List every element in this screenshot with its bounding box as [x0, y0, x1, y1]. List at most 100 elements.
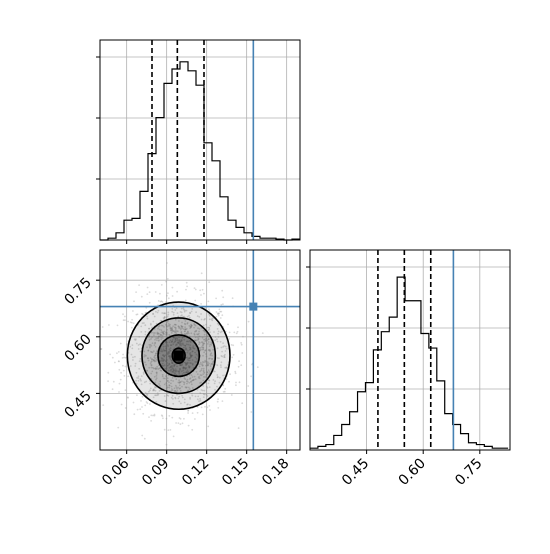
- scatter-point: [200, 346, 203, 348]
- scatter-point: [171, 371, 174, 373]
- scatter-point: [205, 374, 208, 376]
- scatter-point: [209, 343, 212, 346]
- scatter-point: [199, 374, 202, 376]
- scatter-point: [176, 312, 179, 314]
- scatter-point: [120, 403, 123, 406]
- scatter-point: [160, 331, 163, 334]
- scatter-point: [158, 390, 161, 392]
- scatter-point: [102, 404, 105, 406]
- scatter-point: [211, 358, 213, 360]
- scatter-point: [216, 376, 219, 379]
- scatter-point: [171, 340, 173, 343]
- scatter-point: [147, 349, 150, 352]
- scatter-point: [208, 327, 211, 329]
- scatter-point: [216, 357, 219, 359]
- scatter-point: [170, 385, 173, 388]
- scatter-point: [164, 340, 167, 343]
- scatter-point: [163, 317, 166, 320]
- scatter-point: [174, 326, 177, 329]
- scatter-point: [187, 410, 190, 412]
- scatter-point: [193, 332, 196, 335]
- scatter-point: [134, 362, 137, 365]
- scatter-point: [144, 333, 147, 336]
- scatter-point: [198, 335, 201, 338]
- scatter-point: [211, 358, 214, 360]
- scatter-point: [167, 355, 170, 357]
- scatter-point: [180, 307, 183, 310]
- scatter-point: [156, 311, 159, 314]
- scatter-point: [148, 343, 151, 346]
- scatter-point: [195, 361, 198, 363]
- scatter-point: [165, 333, 168, 336]
- scatter-point: [189, 396, 192, 399]
- scatter-point: [155, 350, 158, 353]
- scatter-point: [189, 378, 191, 380]
- scatter-point: [159, 350, 161, 352]
- scatter-point: [159, 333, 162, 336]
- scatter-point: [202, 346, 205, 349]
- scatter-point: [198, 342, 201, 344]
- scatter-point: [203, 318, 206, 321]
- scatter-point: [188, 357, 191, 360]
- scatter-point: [150, 323, 152, 326]
- scatter-point: [117, 360, 120, 362]
- scatter-point: [164, 316, 166, 319]
- scatter-point: [155, 368, 158, 371]
- scatter-point: [182, 307, 185, 309]
- scatter-point: [189, 351, 192, 354]
- scatter-point: [148, 334, 151, 337]
- scatter-point: [172, 336, 175, 339]
- scatter-point: [119, 342, 122, 345]
- scatter-point: [187, 424, 190, 427]
- scatter-point: [168, 355, 171, 358]
- scatter-point: [174, 318, 177, 321]
- scatter-point: [216, 322, 219, 325]
- scatter-point: [207, 425, 210, 428]
- scatter-point: [191, 350, 194, 353]
- scatter-point: [159, 385, 161, 387]
- scatter-point: [149, 362, 152, 365]
- scatter-point: [191, 376, 194, 378]
- scatter-point: [187, 362, 189, 364]
- scatter-point: [186, 382, 188, 385]
- scatter-point: [150, 361, 153, 363]
- scatter-point: [228, 331, 231, 334]
- scatter-point: [147, 357, 149, 359]
- scatter-point: [237, 326, 239, 329]
- scatter-point: [169, 349, 172, 352]
- scatter-point: [202, 348, 204, 351]
- scatter-point: [177, 325, 180, 328]
- scatter-point: [178, 339, 181, 342]
- scatter-point: [164, 367, 167, 370]
- scatter-point: [222, 346, 225, 348]
- scatter-point: [167, 311, 170, 314]
- scatter-point: [118, 368, 121, 371]
- scatter-point: [176, 393, 178, 396]
- scatter-point: [209, 324, 212, 327]
- scatter-point: [201, 336, 204, 339]
- scatter-point: [132, 322, 135, 325]
- scatter-point: [183, 381, 186, 384]
- scatter-point: [183, 315, 186, 318]
- scatter-point: [186, 340, 189, 343]
- scatter-point: [164, 354, 167, 357]
- scatter-point: [146, 393, 149, 396]
- scatter-point: [151, 331, 153, 334]
- scatter-point: [183, 401, 186, 404]
- scatter-point: [166, 341, 168, 344]
- scatter-point: [185, 362, 188, 365]
- scatter-point: [189, 357, 191, 360]
- scatter-point: [207, 369, 210, 372]
- scatter-point: [189, 404, 191, 406]
- scatter-point: [151, 358, 154, 361]
- scatter-point: [161, 334, 164, 337]
- scatter-point: [210, 352, 213, 355]
- scatter-point: [217, 314, 220, 317]
- scatter-point: [126, 396, 129, 399]
- scatter-point: [216, 328, 219, 330]
- scatter-point: [203, 376, 205, 378]
- scatter-point: [201, 361, 204, 363]
- scatter-point: [205, 353, 207, 355]
- scatter-point: [133, 338, 136, 341]
- scatter-point: [179, 368, 181, 370]
